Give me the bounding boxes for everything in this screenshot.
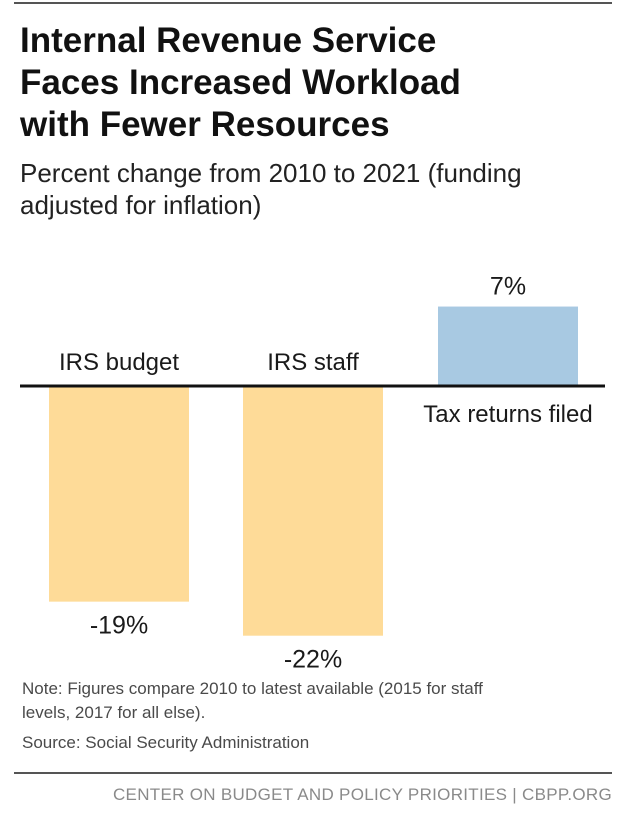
bar-irs-budget bbox=[49, 386, 189, 602]
note-line: Note: Figures compare 2010 to latest ava… bbox=[22, 679, 483, 698]
bar-irs-staff bbox=[243, 386, 383, 636]
bar-chart: -19% IRS budget -22% IRS staff 7% Tax returns… bbox=[20, 273, 605, 670]
value-label: -19% bbox=[90, 612, 148, 640]
footer-credit: CENTER ON BUDGET AND POLICY PRIORITIES |… bbox=[112, 785, 612, 804]
chart-subtitle: Percent change from 2010 to 2021 (fundin… bbox=[20, 157, 610, 221]
title-line: Internal Revenue Service bbox=[20, 21, 437, 60]
category-label: Tax returns filed bbox=[423, 401, 592, 428]
chart-note: Note: Figures compare 2010 to latest ava… bbox=[22, 677, 612, 725]
top-rule bbox=[14, 2, 612, 4]
bottom-rule bbox=[14, 772, 612, 774]
category-label: IRS budget bbox=[59, 349, 179, 376]
category-label: IRS staff bbox=[267, 349, 359, 376]
value-label: -22% bbox=[284, 646, 342, 670]
note-line: levels, 2017 for all else). bbox=[22, 703, 206, 722]
chart-title: Internal Revenue Service Faces Increased… bbox=[20, 20, 610, 146]
bar-tax-returns-filed bbox=[438, 306, 578, 386]
title-line: with Fewer Resources bbox=[20, 105, 390, 144]
subtitle-line: adjusted for inflation) bbox=[20, 190, 262, 220]
value-label: 7% bbox=[490, 273, 526, 301]
chart-source: Source: Social Security Administration bbox=[22, 733, 310, 752]
title-line: Faces Increased Workload bbox=[20, 63, 461, 102]
subtitle-line: Percent change from 2010 to 2021 (fundin… bbox=[20, 158, 522, 188]
